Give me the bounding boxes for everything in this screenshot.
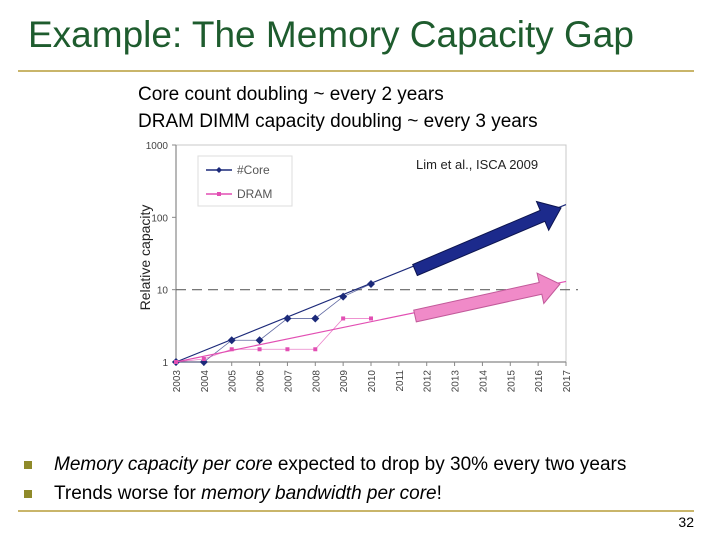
legend-swatch-marker <box>217 192 221 196</box>
x-tick-label: 2009 <box>339 370 350 393</box>
bullet-text: expected to drop by 30% every two years <box>272 454 627 475</box>
page-number: 32 <box>678 514 694 530</box>
dram-data-point <box>201 357 206 362</box>
citation-annotation: Lim et al., ISCA 2009 <box>416 157 538 172</box>
dram-data-point <box>313 347 318 352</box>
bullet-text: ! <box>436 483 442 504</box>
x-tick-label: 2007 <box>283 370 294 393</box>
x-tick-label: 2008 <box>311 370 322 393</box>
bullet-marker-icon <box>24 490 32 498</box>
footer-divider <box>18 510 694 512</box>
x-tick-label: 2011 <box>395 370 406 392</box>
dram-data-point <box>257 347 262 352</box>
x-tick-label: 2004 <box>200 370 211 393</box>
core-data-point <box>367 279 375 288</box>
core-data-point <box>255 336 264 345</box>
dram-series-line <box>175 318 371 363</box>
x-tick-label: 2012 <box>423 370 434 393</box>
bullet-list: Memory capacity per core expected to dro… <box>24 452 704 510</box>
x-tick-label: 2005 <box>228 370 239 393</box>
dram-projection-arrow <box>413 272 561 323</box>
core-data-point <box>227 336 236 345</box>
legend-label: DRAM <box>237 187 272 201</box>
bullet-item: Memory capacity per core expected to dro… <box>24 452 704 481</box>
legend-box <box>197 155 293 207</box>
y-tick-label: 10 <box>157 286 169 297</box>
bullet-marker-icon <box>24 461 32 469</box>
subtitle-line-2: DRAM DIMM capacity doubling ~ every 3 ye… <box>138 111 538 132</box>
dram-data-point <box>341 316 346 321</box>
core-data-point <box>339 292 348 301</box>
bullet-emphasis: Memory capacity per core <box>54 454 273 475</box>
bullet-text: Trends worse for <box>54 483 202 504</box>
dram-data-point <box>285 347 290 352</box>
core-projection-arrow <box>412 200 562 277</box>
x-tick-label: 2016 <box>534 370 545 393</box>
y-axis-label: Relative capacity <box>137 205 153 311</box>
x-tick-label: 2015 <box>506 370 517 393</box>
core-data-point <box>311 314 320 323</box>
x-tick-label: 2014 <box>478 370 489 393</box>
slide-title: Example: The Memory Capacity Gap <box>28 14 634 55</box>
title-divider <box>18 70 694 72</box>
x-tick-label: 2017 <box>562 370 573 393</box>
y-tick-label: 100 <box>151 213 168 224</box>
core-series-line <box>176 283 372 363</box>
y-tick-label: 1000 <box>146 141 169 152</box>
dram-data-point <box>229 347 234 352</box>
x-tick-label: 2003 <box>172 370 183 393</box>
legend-label: #Core <box>237 163 270 177</box>
core-data-point <box>283 314 292 323</box>
x-tick-label: 2010 <box>367 370 378 393</box>
x-tick-label: 2013 <box>451 370 462 393</box>
subtitle-line-1: Core count doubling ~ every 2 years <box>138 84 444 105</box>
x-tick-label: 2006 <box>256 370 267 393</box>
dram-data-point <box>369 316 373 321</box>
legend-swatch-marker <box>216 167 222 173</box>
bullet-item: Trends worse for memory bandwidth per co… <box>24 481 704 510</box>
y-tick-label: 1 <box>162 358 168 369</box>
dram-data-point <box>174 360 178 364</box>
bullet-emphasis: memory bandwidth per core <box>201 483 437 504</box>
